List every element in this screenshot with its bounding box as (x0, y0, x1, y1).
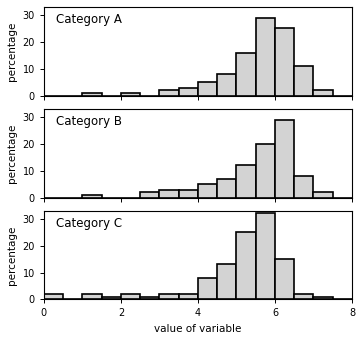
Bar (256, 144, 275, 198)
Bar (121, 93, 140, 96)
Bar (217, 265, 236, 299)
Bar (159, 190, 179, 198)
Bar (236, 232, 256, 299)
Bar (275, 120, 294, 198)
Bar (159, 294, 179, 299)
X-axis label: value of variable: value of variable (154, 324, 242, 334)
Bar (198, 83, 217, 96)
Bar (83, 93, 102, 96)
Bar (179, 294, 198, 299)
Y-axis label: percentage: percentage (7, 225, 17, 285)
Bar (159, 90, 179, 96)
Bar (83, 195, 102, 198)
Y-axis label: percentage: percentage (7, 123, 17, 183)
Bar (44, 294, 63, 299)
Bar (294, 294, 313, 299)
Bar (140, 192, 159, 198)
Bar (294, 176, 313, 198)
Bar (275, 259, 294, 299)
Bar (313, 90, 333, 96)
Bar (236, 53, 256, 96)
Text: Category C: Category C (56, 217, 122, 230)
Bar (256, 18, 275, 96)
Bar (179, 88, 198, 96)
Bar (217, 179, 236, 198)
Bar (121, 294, 140, 299)
Bar (294, 66, 313, 96)
Bar (198, 184, 217, 198)
Bar (236, 165, 256, 198)
Text: Category A: Category A (56, 13, 122, 26)
Bar (313, 297, 333, 299)
Bar (217, 74, 236, 96)
Bar (198, 278, 217, 299)
Bar (179, 190, 198, 198)
Y-axis label: percentage: percentage (7, 22, 17, 81)
Text: Category B: Category B (56, 115, 122, 128)
Bar (83, 294, 102, 299)
Bar (256, 213, 275, 299)
Bar (275, 29, 294, 96)
Bar (140, 297, 159, 299)
Bar (102, 297, 121, 299)
Bar (313, 192, 333, 198)
